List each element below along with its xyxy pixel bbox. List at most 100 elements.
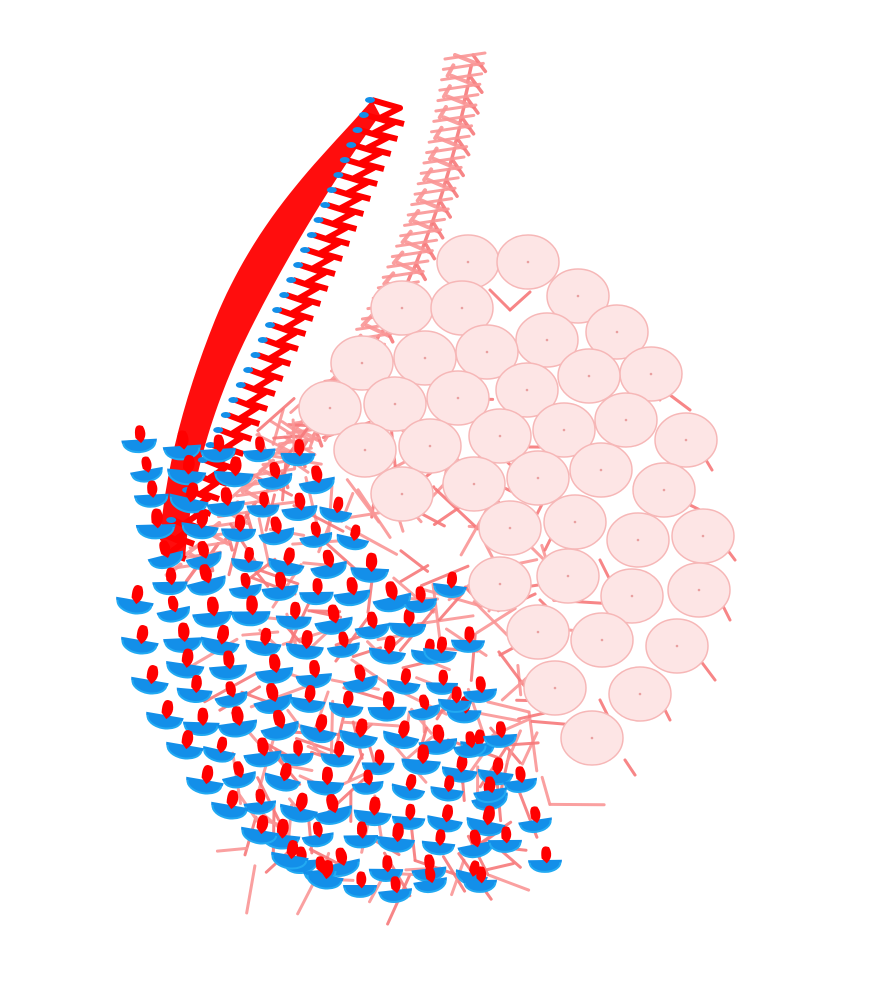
red-panel bbox=[270, 516, 282, 535]
red-panel bbox=[255, 436, 265, 453]
red-panel bbox=[405, 773, 417, 791]
red-panel bbox=[290, 601, 301, 620]
panel-pair bbox=[169, 482, 209, 514]
blue-panel-edge bbox=[276, 618, 311, 630]
blue-panel-edge bbox=[246, 642, 281, 656]
blue-panel bbox=[243, 800, 276, 814]
red-panel bbox=[342, 690, 354, 709]
blue-panel-edge bbox=[474, 789, 507, 804]
red-panel bbox=[530, 806, 541, 824]
red-panel bbox=[382, 691, 395, 711]
red-panel bbox=[183, 454, 195, 475]
pink-strut bbox=[340, 720, 400, 728]
red-panel bbox=[196, 510, 209, 529]
blue-spine-cap bbox=[306, 232, 317, 238]
red-panel bbox=[165, 567, 177, 586]
panel-pair bbox=[242, 436, 276, 463]
blue-panel bbox=[401, 758, 441, 774]
red-panel bbox=[266, 682, 279, 703]
pink-strut bbox=[623, 758, 637, 777]
blue-spine-cap bbox=[346, 142, 357, 148]
blue-spine-cap bbox=[365, 97, 375, 103]
pink-strut bbox=[235, 488, 279, 498]
panel-pair bbox=[430, 775, 464, 802]
red-panel bbox=[501, 826, 512, 844]
blue-panel bbox=[181, 522, 219, 539]
red-panel bbox=[269, 654, 281, 673]
blue-panel bbox=[208, 664, 247, 680]
red-blue-panel-array bbox=[116, 425, 562, 903]
pink-disk-center bbox=[701, 534, 705, 538]
blue-panel bbox=[167, 468, 207, 485]
blue-panel bbox=[186, 575, 226, 595]
red-panel bbox=[322, 766, 333, 786]
red-panel bbox=[134, 425, 146, 444]
blue-panel-edge bbox=[167, 471, 205, 486]
panel-pair bbox=[246, 491, 280, 518]
blue-panel-edge bbox=[258, 475, 293, 490]
panel-pair bbox=[333, 577, 371, 607]
blue-panel bbox=[211, 801, 249, 819]
blue-spine-cap bbox=[235, 382, 246, 388]
panel-pair bbox=[281, 492, 318, 522]
red-panel bbox=[385, 581, 398, 601]
red-panel bbox=[327, 604, 340, 624]
panel-pair bbox=[342, 664, 378, 693]
red-panel bbox=[147, 480, 158, 498]
blue-panel-edge bbox=[383, 733, 418, 749]
blue-panel bbox=[372, 592, 412, 612]
blue-panel bbox=[214, 691, 248, 707]
blue-panel-edge bbox=[300, 479, 335, 495]
panel-pair bbox=[176, 674, 213, 703]
pink-disk-center bbox=[630, 594, 634, 598]
blue-panel-edge bbox=[149, 553, 183, 570]
blue-panel bbox=[383, 730, 420, 748]
panel-pair bbox=[483, 721, 517, 748]
pink-strut bbox=[435, 188, 445, 209]
red-panel bbox=[435, 829, 446, 847]
pink-strut bbox=[399, 228, 443, 238]
blue-panel bbox=[200, 447, 236, 462]
red-panel bbox=[476, 866, 487, 884]
blue-panel-edge bbox=[351, 570, 389, 583]
blue-panel bbox=[306, 871, 344, 889]
red-panel bbox=[465, 731, 476, 749]
panel-pair bbox=[186, 765, 224, 795]
blue-panel bbox=[130, 466, 163, 482]
pink-strut bbox=[412, 250, 423, 271]
blue-panel-edge bbox=[423, 650, 456, 663]
pink-disk-center bbox=[328, 406, 332, 410]
blue-panel-edge bbox=[300, 727, 336, 744]
red-panel bbox=[273, 709, 286, 729]
blue-panel-edge bbox=[166, 744, 203, 760]
blue-spine-cap bbox=[293, 262, 304, 268]
panel-pair bbox=[253, 682, 292, 714]
pink-disk-center bbox=[576, 294, 580, 298]
panel-pair bbox=[301, 821, 334, 848]
red-panel bbox=[312, 578, 323, 596]
panel-pair bbox=[518, 806, 552, 834]
pink-strut bbox=[403, 217, 447, 227]
panel-pair bbox=[257, 462, 293, 490]
pink-strut bbox=[416, 614, 475, 626]
blue-panel-edge bbox=[464, 691, 497, 703]
blue-panel-edge bbox=[163, 447, 201, 461]
blue-panel-edge bbox=[377, 838, 414, 853]
pink-strut bbox=[453, 126, 462, 146]
red-panel bbox=[400, 668, 411, 686]
blue-panel bbox=[403, 598, 437, 612]
blue-panel bbox=[421, 840, 456, 855]
panel-pair bbox=[200, 434, 236, 463]
blue-panel bbox=[285, 642, 324, 659]
blue-panel bbox=[156, 605, 190, 622]
pink-strut bbox=[427, 134, 471, 144]
blue-panel-edge bbox=[231, 560, 263, 573]
red-panel bbox=[382, 855, 393, 873]
red-panel bbox=[475, 676, 486, 694]
blue-panel bbox=[243, 750, 282, 767]
blue-panel bbox=[257, 472, 293, 489]
blue-panel bbox=[451, 639, 485, 652]
blue-panel bbox=[121, 438, 157, 453]
red-panel bbox=[159, 540, 171, 558]
blue-panel bbox=[376, 835, 416, 852]
